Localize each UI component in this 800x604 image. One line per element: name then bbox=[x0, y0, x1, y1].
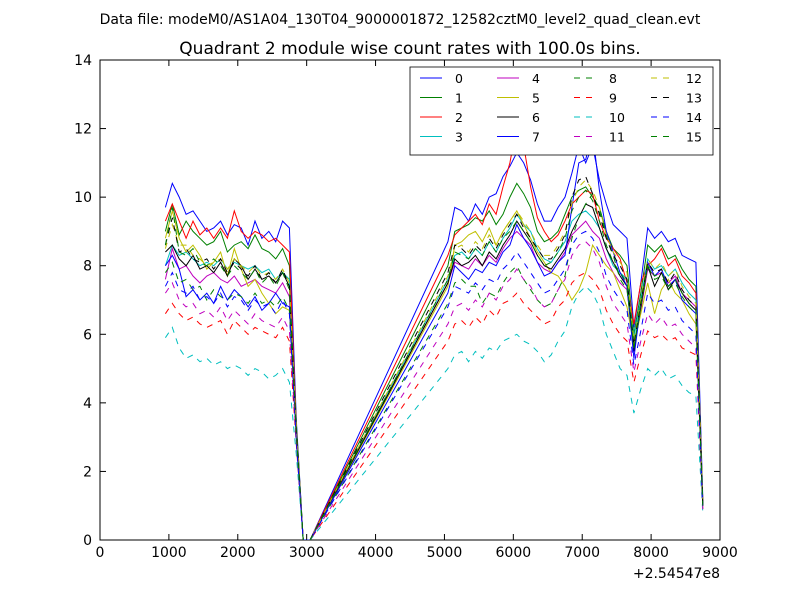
series-line-7 bbox=[164, 131, 704, 540]
y-tick-label: 14 bbox=[74, 53, 92, 69]
series-line-12 bbox=[164, 179, 704, 540]
y-tick-label: 8 bbox=[83, 259, 92, 275]
x-tick-label: 0 bbox=[96, 545, 105, 561]
legend-label-12: 12 bbox=[686, 71, 702, 86]
y-tick-label: 4 bbox=[83, 396, 92, 412]
legend-label-11: 11 bbox=[609, 130, 625, 145]
y-tick-label: 12 bbox=[74, 122, 92, 138]
series-line-14 bbox=[164, 230, 704, 540]
series-line-2 bbox=[164, 124, 704, 540]
series-line-15 bbox=[164, 189, 704, 540]
ticks-layer: 0 1000 2000 3000 4000 5000 6000 7000 8000 9000 0 2 4… bbox=[74, 53, 738, 561]
x-tick-label: 8000 bbox=[633, 545, 669, 561]
legend-label-10: 10 bbox=[609, 110, 625, 125]
series-line-11 bbox=[164, 241, 704, 540]
legend-label-0: 0 bbox=[455, 71, 463, 86]
legend-label-13: 13 bbox=[686, 91, 702, 106]
series-line-10 bbox=[164, 285, 704, 540]
legend-label-4: 4 bbox=[532, 71, 540, 86]
legend-label-6: 6 bbox=[532, 110, 540, 125]
x-tick-label: 5000 bbox=[427, 545, 463, 561]
legend-frame bbox=[409, 66, 714, 156]
legend-label-15: 15 bbox=[686, 130, 702, 145]
legend-label-14: 14 bbox=[686, 110, 702, 125]
x-tick-label: 6000 bbox=[496, 545, 532, 561]
series-layer bbox=[164, 124, 704, 540]
legend-label-8: 8 bbox=[609, 71, 617, 86]
x-tick-label: 4000 bbox=[358, 545, 394, 561]
x-tick-label: 9000 bbox=[702, 545, 738, 561]
y-tick-label: 10 bbox=[74, 190, 92, 206]
chart-title: Quadrant 2 module wise count rates with … bbox=[179, 39, 640, 59]
x-tick-label: 1000 bbox=[151, 545, 187, 561]
x-tick-label: 2000 bbox=[220, 545, 256, 561]
x-tick-label: 3000 bbox=[289, 545, 325, 561]
y-tick-label: 0 bbox=[83, 533, 92, 549]
y-tick-label: 6 bbox=[83, 327, 92, 343]
figure-suptitle: Data file: modeM0/AS1A04_130T04_90000018… bbox=[100, 12, 701, 28]
legend-label-7: 7 bbox=[532, 130, 540, 145]
x-tick-label: 7000 bbox=[564, 545, 600, 561]
x-axis-offset-label: +2.54547e8 bbox=[633, 566, 720, 582]
legend-label-2: 2 bbox=[455, 110, 463, 125]
legend-label-9: 9 bbox=[609, 91, 617, 106]
series-line-6 bbox=[165, 203, 704, 540]
series-line-1 bbox=[164, 182, 704, 540]
legend-label-1: 1 bbox=[455, 91, 463, 106]
legend-label-5: 5 bbox=[532, 91, 540, 106]
series-line-13 bbox=[164, 175, 704, 540]
series-line-9 bbox=[164, 271, 704, 540]
y-tick-label: 2 bbox=[83, 464, 92, 480]
legend-label-3: 3 bbox=[455, 130, 463, 145]
